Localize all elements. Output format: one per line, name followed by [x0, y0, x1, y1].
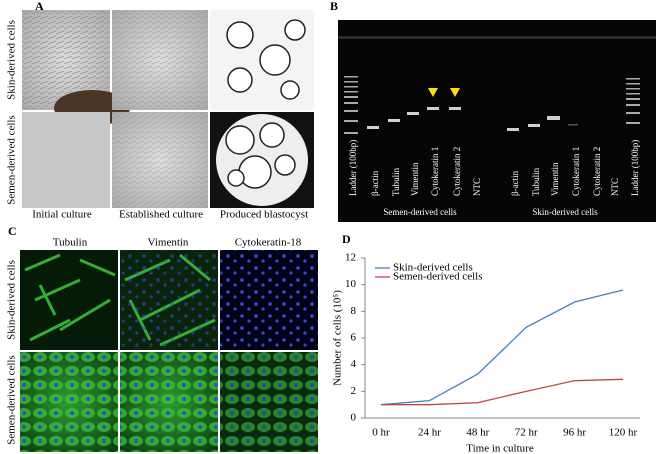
- y-tick-label: 2: [351, 385, 357, 397]
- panel-label: A: [35, 0, 44, 13]
- lane-label: Ladder (100bp): [348, 140, 358, 196]
- group-label: Skin-derived cells: [532, 207, 598, 217]
- lane-label: Cytokeratin 2: [452, 147, 462, 196]
- lane-label: NTC: [610, 178, 620, 196]
- gel-image: [338, 20, 656, 222]
- column-label: Produced blastocyst: [220, 209, 308, 221]
- micrographs: [22, 10, 314, 208]
- y-tick-label: 12: [345, 252, 356, 264]
- column-label: Initial culture: [32, 209, 92, 221]
- column-label: Established culture: [119, 209, 203, 221]
- legend-label: Semen-derived cells: [393, 271, 483, 283]
- lane-label: Ladder (100bp): [630, 140, 640, 196]
- x-axis-label: Time in culture: [466, 443, 534, 454]
- panel-label: B: [330, 0, 338, 13]
- image: [20, 352, 118, 452]
- image: [220, 250, 318, 350]
- lane-label: Cytokeratin 1: [430, 147, 440, 196]
- column-label: Cytokeratin-18: [235, 237, 302, 249]
- image: [112, 112, 208, 208]
- image: [225, 122, 296, 189]
- y-tick-label: 8: [351, 305, 357, 317]
- lane-label: β-actin: [510, 170, 520, 196]
- x-tick-label: 72 hr: [515, 427, 538, 439]
- lane-label: NTC: [472, 178, 482, 196]
- lane-label: Vimentin: [410, 162, 420, 196]
- y-tick-label: 0: [351, 412, 357, 424]
- lane-label: β-actin: [370, 170, 380, 196]
- column-label: Vimentin: [148, 237, 189, 249]
- panel-label: D: [342, 232, 351, 246]
- line-chart: D Number of cells (10⁵) Time in culture …: [332, 232, 640, 454]
- lane-label: Tubulin: [531, 167, 541, 196]
- column-label: Tubulin: [53, 237, 88, 249]
- row-label: Semen-derived cells: [6, 115, 18, 205]
- image: [22, 112, 110, 208]
- panel-label: C: [8, 224, 17, 238]
- row-label: Semen-derived cells: [6, 355, 18, 445]
- y-tick-label: 4: [351, 358, 357, 370]
- image: [120, 250, 218, 350]
- y-tick-label: 10: [345, 278, 357, 290]
- x-tick-label: 96 hr: [563, 427, 586, 439]
- fluorescence-images: [20, 250, 318, 452]
- x-tick-label: 120 hr: [609, 427, 638, 439]
- lane-label: Cytokeratin 1: [571, 147, 581, 196]
- image: [24, 253, 116, 342]
- y-axis-label: Number of cells (10⁵): [332, 290, 344, 386]
- lane-label: Vimentin: [550, 162, 560, 196]
- row-label: Skin-derived cells: [6, 20, 18, 100]
- y-tick-label: 6: [351, 332, 357, 344]
- image: [220, 352, 318, 452]
- lane-label: Cytokeratin 2: [592, 147, 602, 196]
- x-tick-label: 0 hr: [372, 427, 390, 439]
- arrow: [428, 88, 460, 97]
- image: [226, 19, 306, 100]
- group-label: Semen-derived cells: [383, 207, 457, 217]
- x-tick-label: 24 hr: [418, 427, 441, 439]
- bands: [367, 107, 578, 131]
- ladder: [344, 76, 640, 134]
- image: [112, 10, 208, 110]
- series-line: [381, 378, 624, 406]
- lane-label: Tubulin: [391, 167, 401, 196]
- image: [120, 352, 218, 452]
- series-line: [380, 289, 624, 406]
- gel: Semen-derived cells Skin-derived cells L…: [338, 20, 656, 222]
- x-tick-label: 48 hr: [466, 427, 489, 439]
- row-label: Skin-derived cells: [6, 260, 18, 340]
- wells: [338, 36, 656, 39]
- legend-label: Skin-derived cells: [393, 262, 473, 274]
